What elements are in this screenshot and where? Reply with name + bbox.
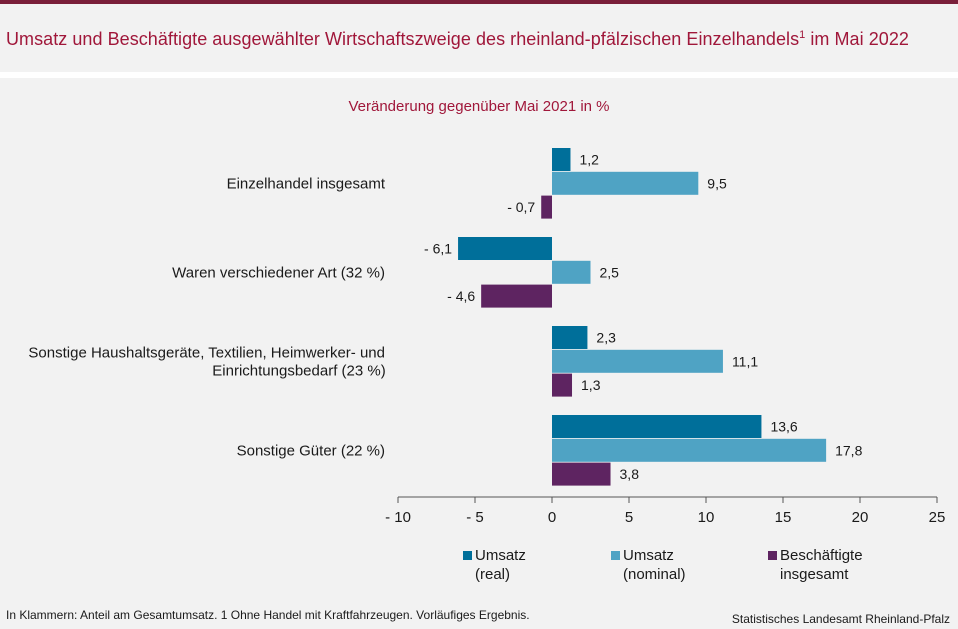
chart-title-footnote-mark: 1: [799, 29, 806, 41]
x-tick-label-3: 5: [625, 509, 633, 526]
legend-label-umsatz-nominal: Umsatz (nominal): [623, 547, 686, 583]
bar-s0-c0: [552, 148, 571, 171]
value-label-s2-c0: - 0,7: [507, 199, 535, 215]
bar-s1-c0: [552, 171, 699, 195]
category-label-3-line-0: Sonstige Güter (22 %): [237, 442, 385, 459]
chart-subtitle: Veränderung gegenüber Mai 2021 in %: [348, 98, 610, 115]
value-label-s2-c2: 1,3: [581, 377, 601, 393]
bar-s0-c3: [552, 415, 762, 438]
x-tick-label-6: 20: [852, 509, 869, 526]
value-label-s1-c2: 11,1: [732, 353, 758, 369]
value-label-s1-c1: 2,5: [600, 264, 620, 280]
value-label-s0-c0: 1,2: [579, 152, 599, 168]
chart-panel: [0, 78, 958, 629]
bar-s1-c3: [552, 438, 827, 462]
bar-s2-c0: [541, 195, 552, 219]
category-label-2-line-0: Sonstige Haushaltsgeräte, Textilien, Hei…: [28, 344, 385, 361]
x-tick-label-5: 15: [775, 509, 792, 526]
bar-s0-c1: [458, 237, 552, 260]
category-label-2-line-1: Einrichtungsbedarf (23 %): [212, 362, 385, 379]
legend-swatch-umsatz-nominal: [611, 551, 620, 560]
bar-s2-c1: [481, 284, 552, 308]
footnote: In Klammern: Anteil am Gesamtumsatz. 1 O…: [6, 608, 530, 622]
value-label-s1-c3: 17,8: [835, 442, 862, 458]
legend-swatch-beschaeftigte: [768, 551, 777, 560]
value-label-s2-c1: - 4,6: [447, 288, 475, 304]
bar-s2-c2: [552, 373, 573, 397]
value-label-s0-c1: - 6,1: [424, 241, 452, 257]
bar-s2-c3: [552, 462, 611, 486]
chart-title-text: Umsatz und Beschäftigte ausgewählter Wir…: [6, 29, 800, 49]
x-tick-label-4: 10: [698, 509, 715, 526]
legend-label-umsatz-real: Umsatz (real): [475, 547, 526, 583]
legend-label-beschaeftigte: Beschäftigte insgesamt: [780, 547, 863, 583]
category-label-1-line-0: Waren verschiedener Art (32 %): [172, 264, 385, 281]
value-label-s0-c3: 13,6: [770, 419, 797, 435]
x-tick-label-0: - 10: [385, 509, 411, 526]
bar-s1-c2: [552, 349, 723, 373]
x-tick-label-2: 0: [548, 509, 556, 526]
legend-swatch-umsatz-real: [463, 551, 472, 560]
x-tick-label-7: 25: [929, 509, 946, 526]
source-credit: Statistisches Landesamt Rheinland-Pfalz: [731, 612, 950, 626]
value-label-s1-c0: 9,5: [707, 175, 727, 191]
header: Umsatz und Beschäftigte ausgewählter Wir…: [0, 4, 958, 72]
value-label-s0-c2: 2,3: [596, 330, 616, 346]
chart-title-suffix: im Mai 2022: [805, 29, 909, 49]
bar-s1-c1: [552, 260, 591, 284]
value-label-s2-c3: 3,8: [620, 466, 640, 482]
bar-s0-c2: [552, 326, 588, 349]
top-accent-line: [0, 0, 958, 4]
chart-title: Umsatz und Beschäftigte ausgewählter Wir…: [6, 29, 909, 50]
x-tick-label-1: - 5: [466, 509, 484, 526]
category-label-0-line-0: Einzelhandel insgesamt: [227, 175, 386, 192]
